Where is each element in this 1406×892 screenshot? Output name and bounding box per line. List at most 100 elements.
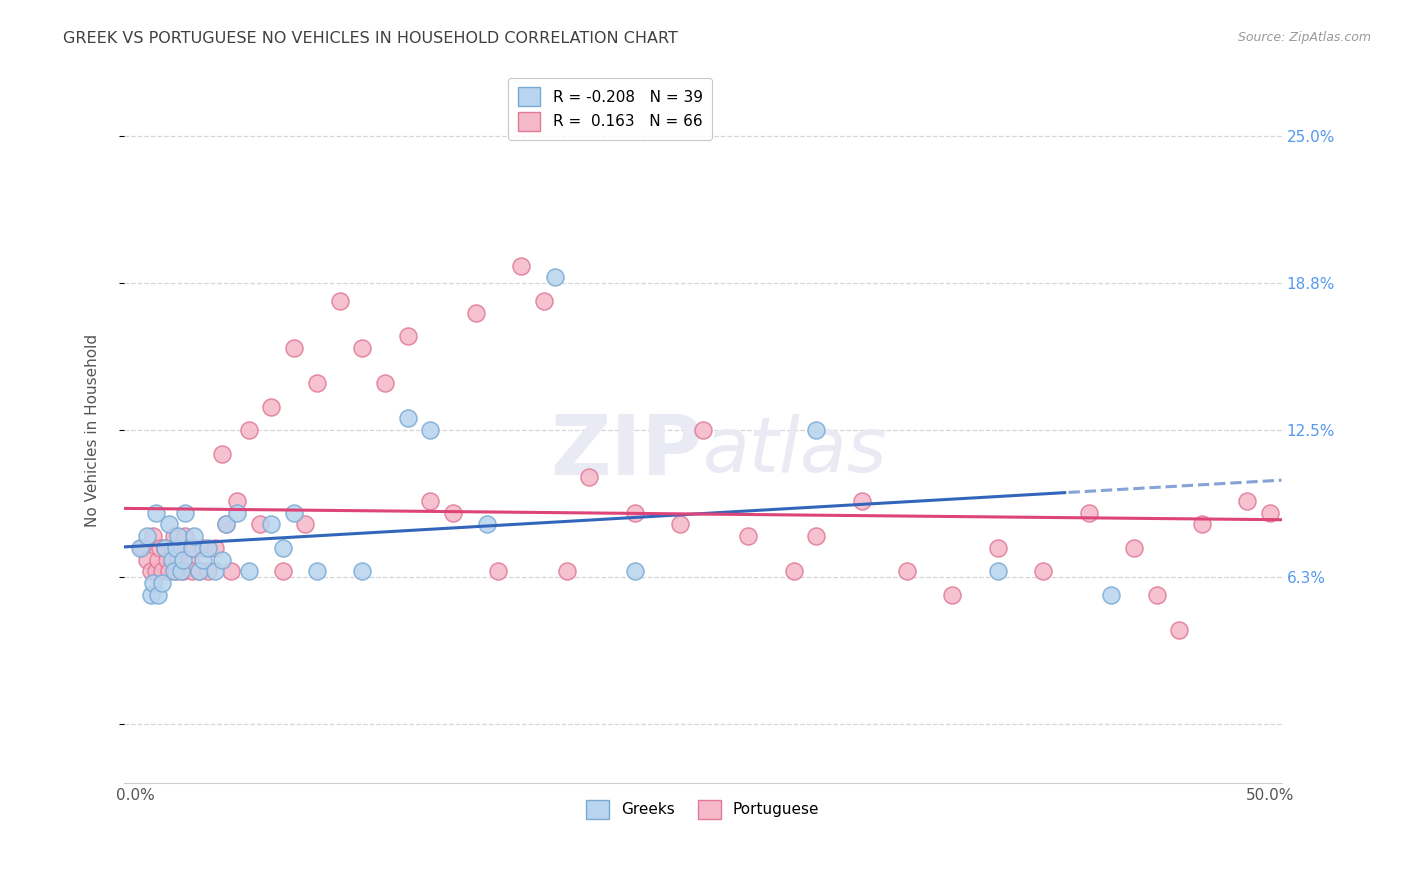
Point (328, 293, 350, 308)
Point (294, 517, 316, 532)
Point (488, 565, 510, 579)
Point (142, 529, 165, 543)
Point (464, 305, 486, 319)
Point (352, 565, 374, 579)
Point (172, 565, 194, 579)
Point (782, 565, 804, 579)
Point (131, 541, 153, 555)
Point (181, 565, 204, 579)
Point (211, 552, 233, 566)
Point (669, 517, 692, 532)
Text: ZIP: ZIP (550, 411, 703, 491)
Point (578, 470, 600, 484)
Point (283, 506, 305, 520)
Point (197, 541, 219, 555)
Point (851, 493, 873, 508)
Point (165, 541, 187, 555)
Point (193, 552, 215, 566)
Point (135, 529, 157, 543)
Point (142, 576, 165, 591)
Point (211, 447, 233, 461)
Point (152, 576, 174, 591)
Point (179, 552, 201, 566)
Point (260, 517, 283, 532)
Point (396, 329, 419, 343)
Legend: Greeks, Portuguese: Greeks, Portuguese (579, 794, 825, 825)
Point (219, 565, 242, 579)
Point (271, 565, 294, 579)
Point (419, 493, 441, 508)
Point (737, 529, 759, 543)
Point (806, 423, 828, 437)
Point (172, 552, 194, 566)
Point (174, 529, 197, 543)
Point (238, 423, 260, 437)
Point (167, 529, 190, 543)
Point (1032, 565, 1054, 579)
Point (187, 565, 209, 579)
Point (941, 588, 963, 602)
Point (153, 541, 176, 555)
Point (1146, 588, 1168, 602)
Point (169, 565, 191, 579)
Point (1077, 506, 1099, 520)
Point (1123, 541, 1146, 555)
Point (896, 565, 918, 579)
Point (193, 541, 215, 555)
Point (160, 541, 183, 555)
Text: GREEK VS PORTUGUESE NO VEHICLES IN HOUSEHOLD CORRELATION CHART: GREEK VS PORTUGUESE NO VEHICLES IN HOUSE… (63, 31, 678, 46)
Point (167, 552, 190, 566)
Point (441, 506, 464, 520)
Point (352, 341, 374, 355)
Point (156, 552, 179, 566)
Point (157, 517, 180, 532)
Point (475, 517, 498, 532)
Point (128, 541, 150, 555)
Point (396, 411, 419, 425)
Point (305, 376, 328, 391)
Point (623, 506, 645, 520)
Point (146, 552, 169, 566)
Point (160, 552, 183, 566)
Point (544, 270, 567, 285)
Point (374, 376, 396, 391)
Point (204, 541, 226, 555)
Point (1236, 493, 1258, 508)
Point (1099, 588, 1122, 602)
Point (197, 565, 219, 579)
Point (806, 529, 828, 543)
Point (283, 341, 305, 355)
Point (163, 529, 186, 543)
Point (165, 565, 187, 579)
Point (141, 565, 163, 579)
Point (623, 565, 645, 579)
Point (249, 517, 271, 532)
Point (238, 565, 260, 579)
Point (215, 517, 238, 532)
Point (1168, 623, 1191, 637)
Point (692, 423, 714, 437)
Point (174, 506, 197, 520)
Point (181, 541, 204, 555)
Point (149, 541, 172, 555)
Point (555, 565, 578, 579)
Point (1191, 517, 1213, 532)
Point (183, 529, 205, 543)
Point (187, 565, 209, 579)
Point (153, 541, 176, 555)
Point (141, 588, 163, 602)
Text: atlas: atlas (703, 415, 887, 489)
Point (163, 565, 186, 579)
Point (510, 259, 533, 273)
Point (226, 506, 249, 520)
Point (1258, 506, 1281, 520)
Point (533, 293, 555, 308)
Point (135, 552, 157, 566)
Point (260, 400, 283, 414)
Point (152, 565, 174, 579)
Point (305, 565, 328, 579)
Point (145, 506, 167, 520)
Point (157, 565, 180, 579)
Point (226, 493, 249, 508)
Text: Source: ZipAtlas.com: Source: ZipAtlas.com (1237, 31, 1371, 45)
